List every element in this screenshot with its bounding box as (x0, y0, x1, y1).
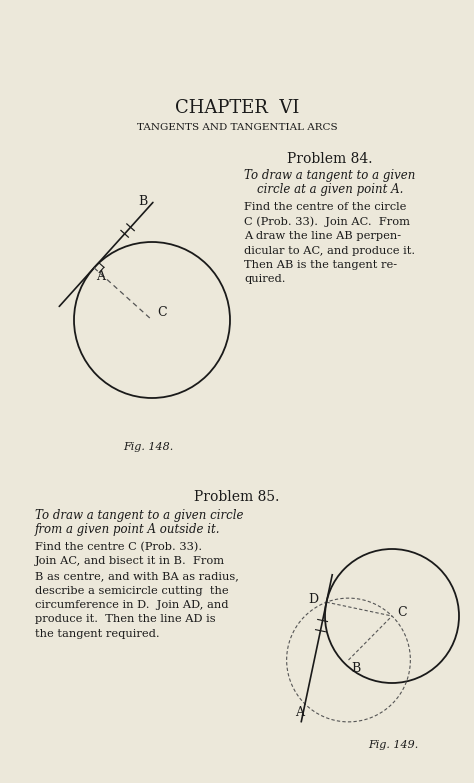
Text: Find the centre C (Prob. 33).: Find the centre C (Prob. 33). (35, 542, 202, 552)
Text: quired.: quired. (244, 275, 285, 284)
Text: Find the centre of the circle: Find the centre of the circle (244, 202, 406, 212)
Text: C: C (157, 305, 167, 319)
Text: CHAPTER  VI: CHAPTER VI (175, 99, 299, 117)
Text: Problem 85.: Problem 85. (194, 490, 280, 504)
Text: produce it.  Then the line AD is: produce it. Then the line AD is (35, 615, 216, 625)
Text: To draw a tangent to a given: To draw a tangent to a given (244, 169, 416, 182)
Text: the tangent required.: the tangent required. (35, 629, 160, 639)
Text: A draw the line AB perpen-: A draw the line AB perpen- (244, 231, 401, 241)
Text: circumference in D.  Join AD, and: circumference in D. Join AD, and (35, 600, 228, 610)
Text: C: C (397, 607, 407, 619)
Text: B: B (351, 662, 360, 676)
Text: TANGENTS AND TANGENTIAL ARCS: TANGENTS AND TANGENTIAL ARCS (137, 124, 337, 132)
Text: from a given point A outside it.: from a given point A outside it. (35, 523, 220, 536)
Text: describe a semicircle cutting  the: describe a semicircle cutting the (35, 586, 228, 596)
Text: To draw a tangent to a given circle: To draw a tangent to a given circle (35, 509, 244, 522)
Text: B as centre, and with BA as radius,: B as centre, and with BA as radius, (35, 571, 239, 581)
Text: B: B (138, 195, 147, 208)
Text: Problem 84.: Problem 84. (287, 152, 373, 166)
Text: Then AB is the tangent re-: Then AB is the tangent re- (244, 260, 397, 270)
Text: dicular to AC, and produce it.: dicular to AC, and produce it. (244, 246, 415, 255)
Text: Fig. 148.: Fig. 148. (123, 442, 173, 452)
Text: A: A (97, 270, 106, 283)
Text: Fig. 149.: Fig. 149. (368, 740, 418, 750)
Text: D: D (309, 593, 319, 606)
Text: circle at a given point A.: circle at a given point A. (257, 183, 403, 196)
Text: Join AC, and bisect it in B.  From: Join AC, and bisect it in B. From (35, 557, 225, 566)
Text: C (Prob. 33).  Join AC.  From: C (Prob. 33). Join AC. From (244, 217, 410, 227)
Text: A: A (295, 706, 304, 720)
